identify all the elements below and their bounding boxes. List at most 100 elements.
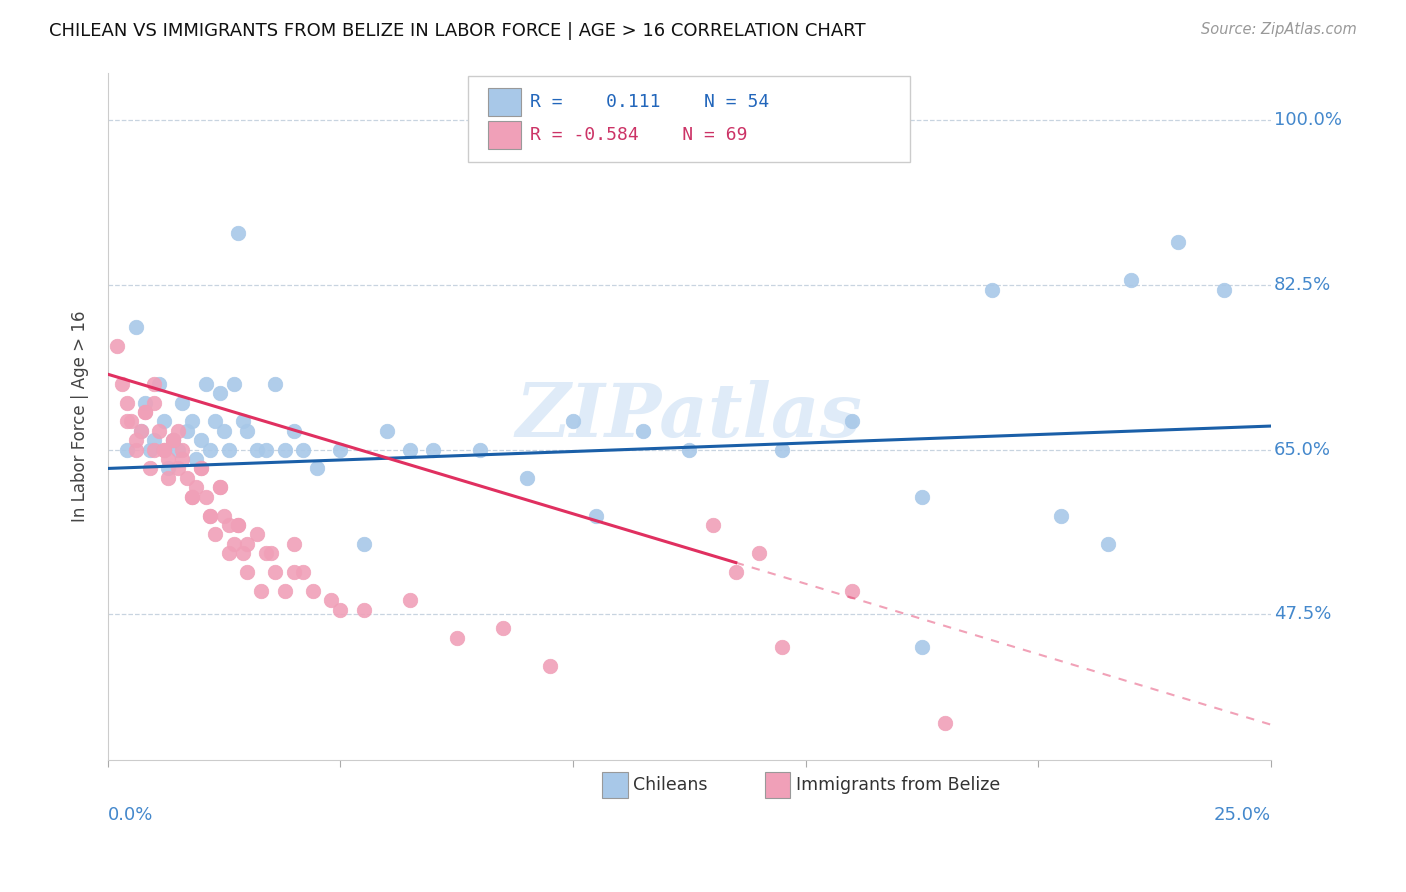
Point	[980, 283, 1002, 297]
Point	[222, 537, 245, 551]
Bar	[602, 772, 627, 798]
Point	[105, 339, 128, 353]
Point	[218, 517, 240, 532]
Point	[143, 433, 166, 447]
Point	[139, 461, 162, 475]
Point	[143, 395, 166, 409]
Point	[283, 565, 305, 579]
Point	[180, 490, 202, 504]
Point	[186, 480, 208, 494]
Point	[152, 442, 174, 457]
Point	[246, 442, 269, 457]
Point	[724, 565, 747, 579]
FancyBboxPatch shape	[468, 77, 910, 162]
Point	[226, 517, 249, 532]
Point	[254, 442, 277, 457]
Point	[143, 442, 166, 457]
Point	[260, 546, 283, 560]
Point	[208, 480, 231, 494]
Point	[194, 490, 217, 504]
Point	[134, 395, 156, 409]
Point	[353, 602, 375, 616]
Point	[162, 433, 184, 447]
Point	[232, 414, 254, 428]
Point	[562, 414, 585, 428]
Point	[212, 508, 235, 523]
Text: Chileans: Chileans	[634, 776, 709, 794]
Point	[292, 565, 315, 579]
Point	[250, 583, 273, 598]
Text: R =    0.111    N = 54: R = 0.111 N = 54	[530, 93, 769, 111]
Point	[399, 593, 422, 607]
Point	[176, 471, 198, 485]
Point	[264, 376, 287, 391]
Point	[492, 622, 515, 636]
Point	[208, 480, 231, 494]
Point	[172, 452, 194, 467]
Point	[157, 452, 180, 467]
Point	[139, 442, 162, 457]
Point	[115, 395, 138, 409]
Point	[152, 414, 174, 428]
Point	[200, 508, 222, 523]
Point	[841, 583, 863, 598]
Point	[841, 414, 863, 428]
Point	[125, 320, 148, 334]
Point	[1050, 508, 1073, 523]
Bar	[765, 772, 790, 798]
Point	[176, 424, 198, 438]
Text: ZIPatlas: ZIPatlas	[516, 380, 863, 453]
Point	[162, 433, 184, 447]
Point	[375, 424, 398, 438]
Point	[125, 433, 148, 447]
Point	[631, 424, 654, 438]
Point	[218, 546, 240, 560]
Point	[329, 442, 352, 457]
Point	[1119, 273, 1142, 287]
Point	[301, 583, 323, 598]
Point	[911, 490, 934, 504]
Text: 82.5%: 82.5%	[1274, 276, 1331, 293]
Bar	[488, 121, 520, 149]
Point	[585, 508, 607, 523]
Text: 100.0%: 100.0%	[1274, 112, 1341, 129]
Point	[190, 461, 212, 475]
Point	[273, 583, 295, 598]
Point	[422, 442, 444, 457]
Point	[162, 433, 184, 447]
Point	[172, 395, 194, 409]
Point	[468, 442, 491, 457]
Point	[180, 414, 202, 428]
Point	[186, 452, 208, 467]
Point	[226, 226, 249, 240]
Point	[172, 442, 194, 457]
Point	[148, 424, 170, 438]
Point	[748, 546, 770, 560]
Point	[129, 424, 152, 438]
Point	[166, 461, 188, 475]
Point	[770, 442, 793, 457]
Point	[148, 376, 170, 391]
Point	[212, 424, 235, 438]
Point	[246, 527, 269, 541]
Point	[273, 442, 295, 457]
Point	[120, 414, 142, 428]
Point	[515, 471, 537, 485]
Point	[321, 593, 343, 607]
Point	[292, 442, 315, 457]
Point	[283, 537, 305, 551]
Point	[200, 508, 222, 523]
Point	[166, 424, 188, 438]
Point	[538, 659, 561, 673]
Point	[399, 442, 422, 457]
Point	[157, 461, 180, 475]
Point	[194, 376, 217, 391]
Text: Source: ZipAtlas.com: Source: ZipAtlas.com	[1201, 22, 1357, 37]
Point	[115, 414, 138, 428]
Point	[232, 546, 254, 560]
Point	[329, 602, 352, 616]
Point	[236, 424, 259, 438]
Point	[353, 537, 375, 551]
Point	[204, 527, 226, 541]
Text: Immigrants from Belize: Immigrants from Belize	[796, 776, 1001, 794]
